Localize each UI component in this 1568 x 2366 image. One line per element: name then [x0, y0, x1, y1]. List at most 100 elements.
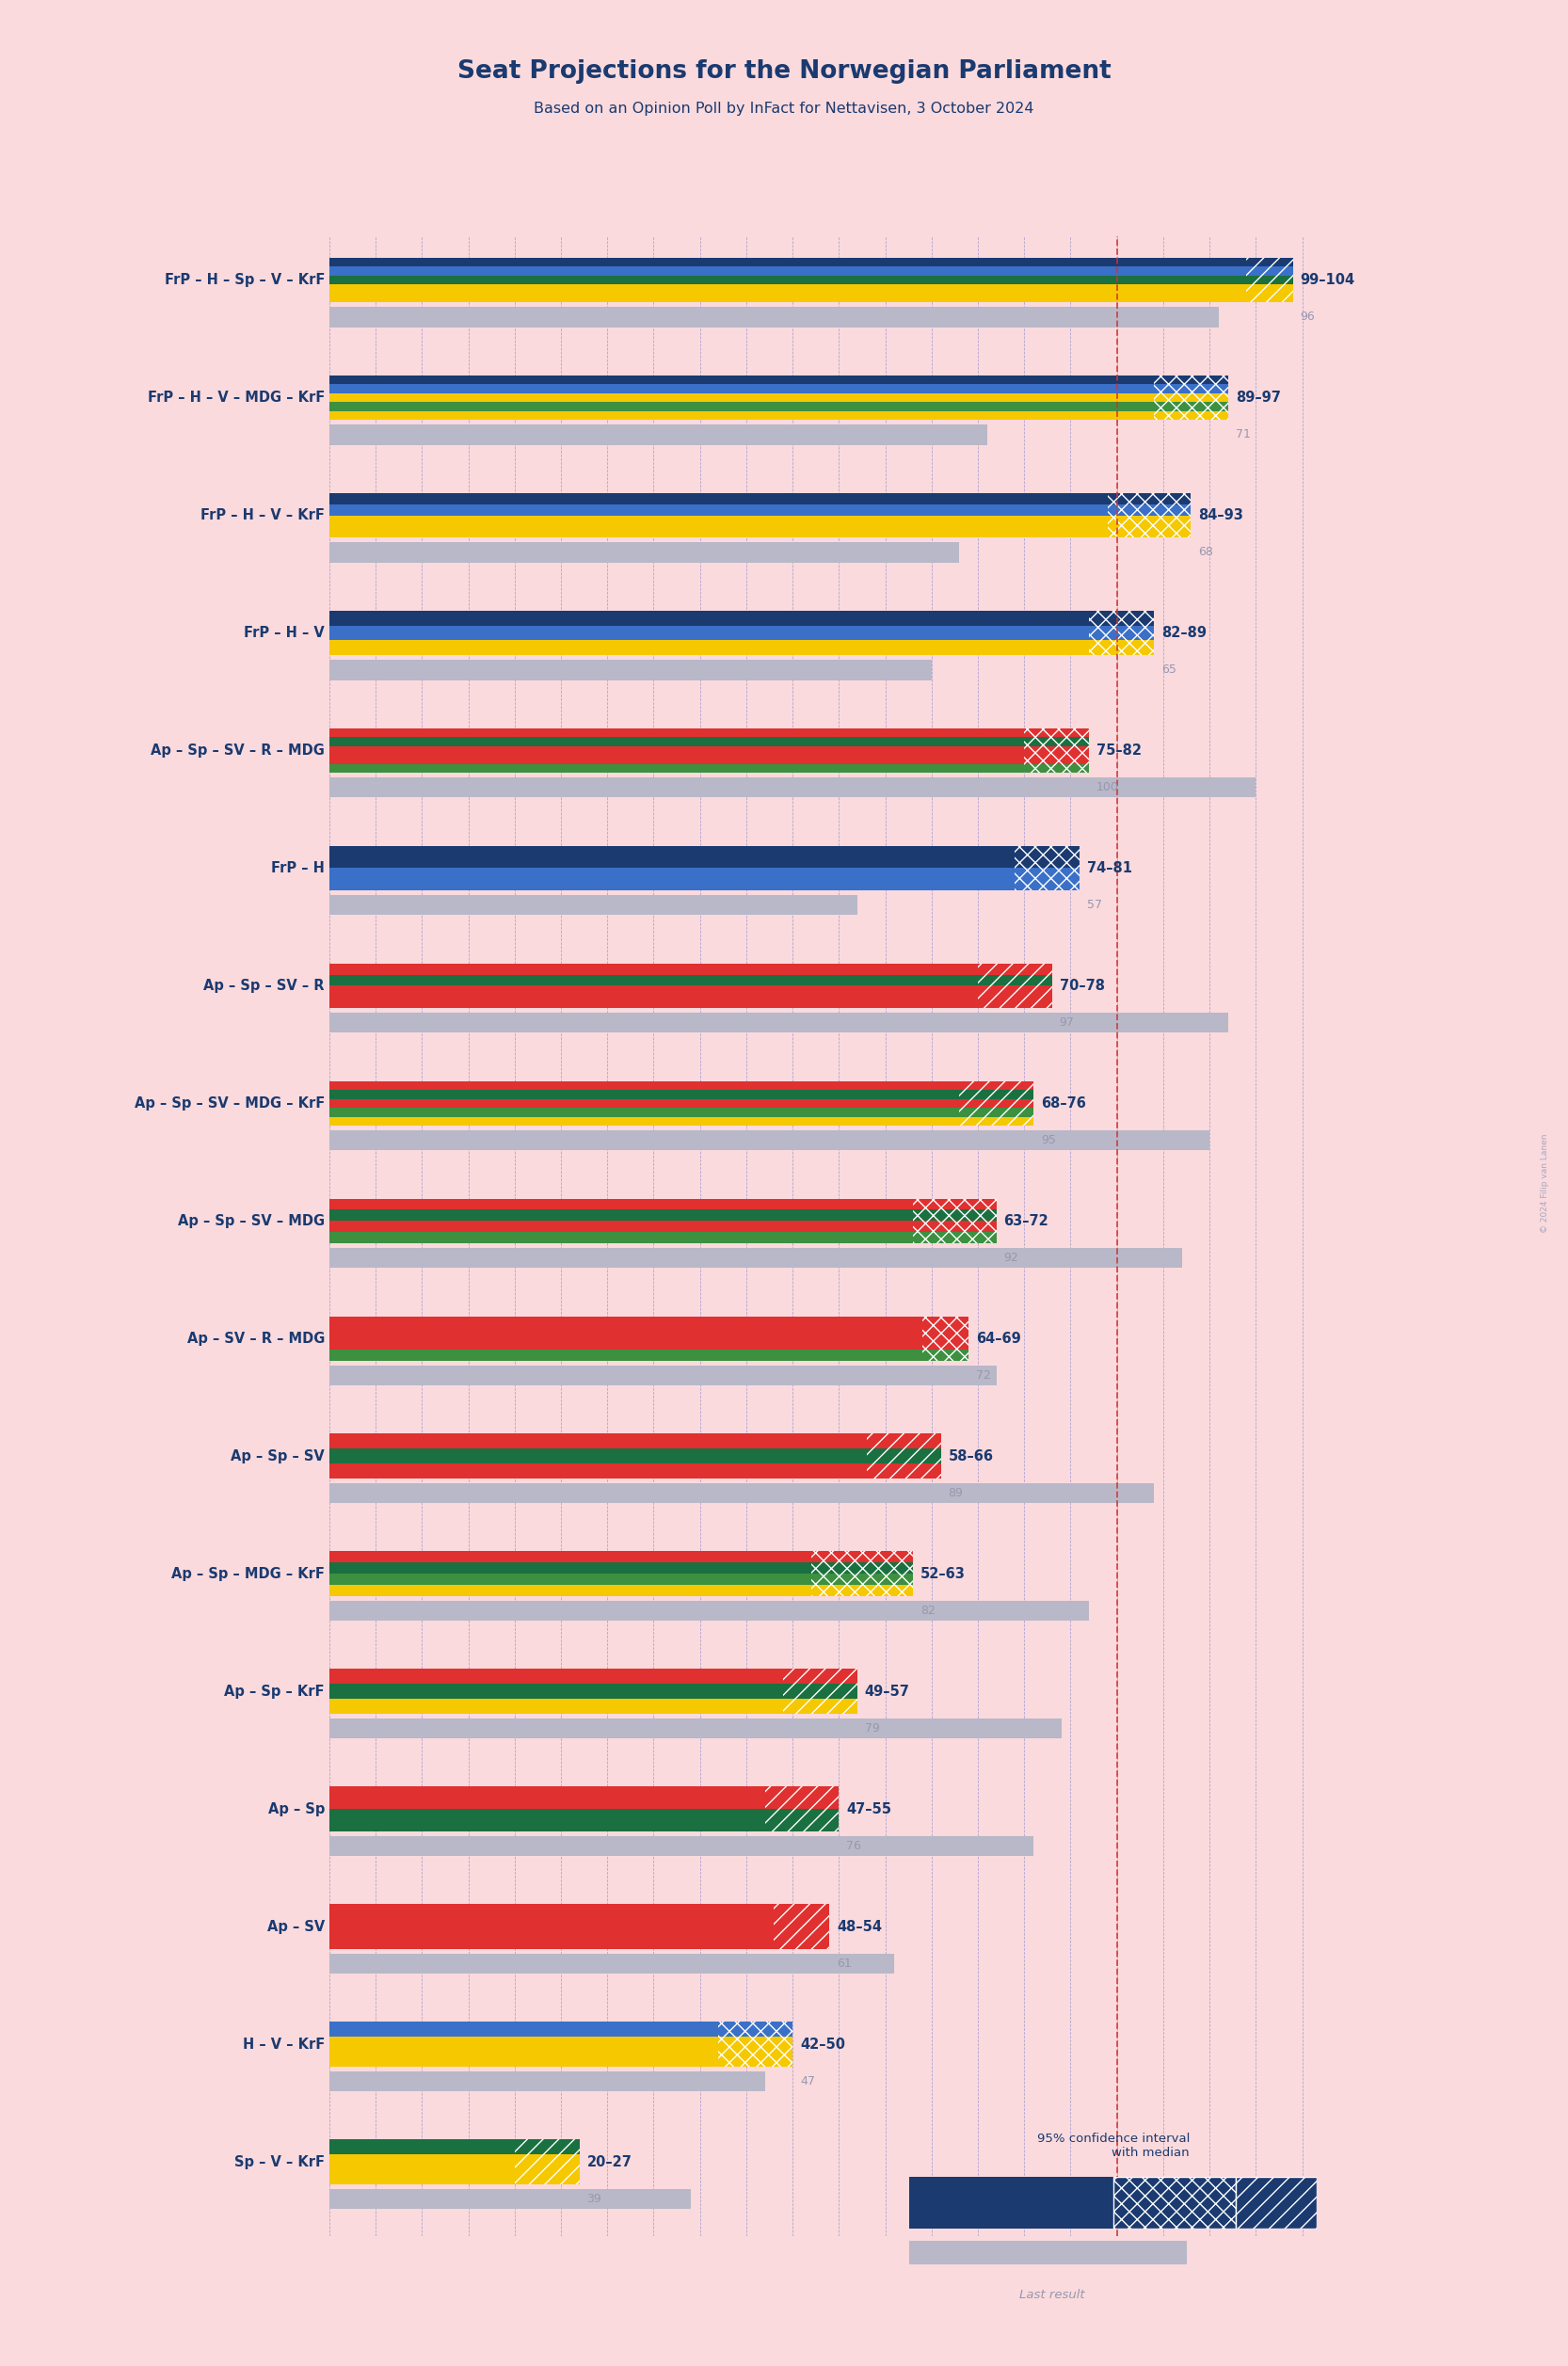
Bar	[329, 1349, 922, 1360]
Text: 99–104: 99–104	[1300, 272, 1355, 286]
Bar	[329, 1699, 784, 1713]
Text: 82: 82	[920, 1604, 936, 1616]
Bar	[1090, 610, 1154, 655]
Bar	[329, 1221, 913, 1233]
Bar	[775, 1926, 829, 1950]
Bar	[960, 1117, 1033, 1126]
Bar	[329, 996, 978, 1008]
Bar	[329, 729, 1024, 738]
Bar	[329, 2037, 718, 2051]
Bar	[329, 894, 858, 916]
Bar	[913, 1221, 996, 1233]
Text: 89: 89	[949, 1488, 963, 1500]
Text: 71: 71	[1236, 428, 1250, 440]
Bar	[1154, 383, 1228, 393]
Bar	[329, 412, 1154, 421]
Bar	[922, 1327, 969, 1339]
Bar	[1154, 402, 1228, 412]
Text: 61: 61	[837, 1957, 851, 1971]
Bar	[1024, 764, 1090, 774]
Bar	[329, 1107, 960, 1117]
Bar	[1090, 625, 1154, 641]
Bar	[329, 963, 978, 975]
Bar	[775, 1905, 829, 1926]
Text: Ap – Sp: Ap – Sp	[268, 1803, 325, 1817]
Text: Ap – Sp – SV – MDG: Ap – Sp – SV – MDG	[177, 1214, 325, 1228]
Text: FrP – H – V – MDG – KrF: FrP – H – V – MDG – KrF	[147, 390, 325, 405]
Text: Ap – Sp – SV – MDG – KrF: Ap – Sp – SV – MDG – KrF	[135, 1095, 325, 1110]
Bar	[329, 542, 960, 563]
Bar	[1247, 277, 1294, 284]
Bar	[329, 1081, 960, 1091]
Bar	[329, 745, 1024, 755]
Text: 70–78: 70–78	[1060, 980, 1104, 994]
Bar	[765, 1786, 839, 1810]
Text: 48–54: 48–54	[837, 1919, 883, 1933]
Bar	[329, 1585, 811, 1597]
Bar	[329, 402, 1154, 412]
Text: 63–72: 63–72	[1004, 1214, 1049, 1228]
Bar	[1107, 492, 1192, 537]
Bar	[329, 1926, 775, 1950]
Bar	[329, 610, 1090, 625]
Text: 47–55: 47–55	[847, 1803, 892, 1817]
Bar	[329, 2051, 718, 2066]
Bar	[329, 277, 1247, 284]
Bar	[867, 1448, 941, 1465]
Bar	[329, 1339, 922, 1349]
Text: 68: 68	[1198, 547, 1214, 558]
Bar	[329, 504, 1107, 516]
Bar	[514, 2155, 580, 2170]
Bar	[329, 1552, 811, 1562]
Bar	[775, 1905, 829, 1950]
Bar	[909, 2177, 1113, 2229]
Bar	[1024, 729, 1090, 738]
Bar	[1247, 293, 1294, 303]
Text: 65: 65	[1162, 665, 1176, 677]
Bar	[765, 1786, 839, 1831]
Text: H – V – KrF: H – V – KrF	[243, 2037, 325, 2051]
Text: 20–27: 20–27	[586, 2155, 632, 2170]
Bar	[329, 625, 1090, 641]
Text: 52–63: 52–63	[920, 1566, 966, 1580]
Text: 84–93: 84–93	[1198, 509, 1243, 523]
Bar	[329, 764, 1024, 774]
Bar	[1024, 755, 1090, 764]
Text: Ap – Sp – SV – R: Ap – Sp – SV – R	[204, 980, 325, 994]
Text: FrP – H: FrP – H	[271, 861, 325, 875]
Bar	[960, 1081, 1033, 1126]
Bar	[1024, 745, 1090, 755]
Bar	[514, 2170, 580, 2184]
Text: Sp – V – KrF: Sp – V – KrF	[234, 2155, 325, 2170]
Bar	[329, 284, 1247, 293]
Text: Based on an Opinion Poll by InFact for Nettavisen, 3 October 2024: Based on an Opinion Poll by InFact for N…	[533, 102, 1035, 116]
Bar	[329, 1131, 1209, 1150]
Bar	[329, 778, 1256, 797]
Text: FrP – H – Sp – V – KrF: FrP – H – Sp – V – KrF	[165, 272, 325, 286]
Bar	[784, 1699, 858, 1713]
Bar	[329, 1434, 867, 1448]
Bar	[329, 1905, 775, 1926]
Bar	[329, 1365, 996, 1386]
Text: 74–81: 74–81	[1087, 861, 1132, 875]
Bar	[1247, 284, 1294, 293]
Text: 64–69: 64–69	[975, 1332, 1021, 1346]
Text: FrP – H – V: FrP – H – V	[245, 627, 325, 639]
Bar	[811, 1573, 913, 1585]
Text: 42–50: 42–50	[800, 2037, 845, 2051]
Bar	[329, 2139, 514, 2155]
Bar	[922, 1315, 969, 1327]
Bar	[329, 267, 1247, 277]
Text: Ap – Sp – KrF: Ap – Sp – KrF	[224, 1685, 325, 1699]
Bar	[329, 2189, 690, 2210]
Bar	[1090, 610, 1154, 625]
Bar	[329, 1233, 913, 1242]
Bar	[329, 293, 1247, 303]
Bar	[978, 975, 1052, 987]
Bar	[1107, 528, 1192, 537]
Bar	[329, 2170, 514, 2184]
Bar	[1014, 845, 1080, 868]
Bar	[784, 1668, 858, 1713]
Bar	[329, 738, 1024, 745]
Text: 58–66: 58–66	[949, 1448, 994, 1462]
